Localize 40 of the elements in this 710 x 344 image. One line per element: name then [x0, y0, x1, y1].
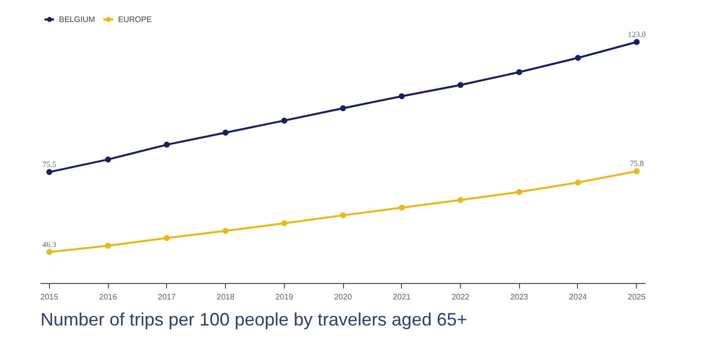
point — [634, 168, 640, 174]
legend-label: EUROPE — [118, 14, 152, 24]
x-tick-label: 2023 — [510, 292, 529, 302]
point — [164, 235, 170, 242]
point — [457, 196, 464, 203]
data-label: 46.3 — [42, 240, 56, 249]
point — [398, 204, 405, 211]
point — [340, 212, 346, 218]
point — [281, 118, 288, 124]
x-tick-label: 2024 — [569, 292, 588, 302]
x-tick-label: 2017 — [158, 292, 176, 302]
data-label: 123.0 — [628, 30, 646, 39]
point — [574, 54, 581, 61]
point — [164, 142, 170, 148]
point — [634, 39, 640, 45]
point — [105, 242, 112, 249]
point — [516, 189, 522, 196]
legend-label: BELGIUM — [59, 14, 96, 24]
x-tick-label: 2015 — [40, 292, 59, 302]
x-tick-label: 2021 — [392, 292, 412, 302]
point — [281, 220, 288, 226]
point — [340, 105, 346, 112]
point — [574, 179, 581, 186]
x-tick-label: 2022 — [452, 292, 470, 302]
point — [398, 93, 405, 100]
data-label: 75.5 — [42, 160, 56, 170]
point — [516, 69, 522, 76]
data-label: 75.8 — [630, 159, 644, 168]
point — [222, 228, 229, 234]
point — [46, 169, 52, 176]
x-tick-label: 2016 — [99, 292, 118, 302]
x-tick-label: 2018 — [216, 292, 235, 302]
text: Number of trips per 100 people by travelers aged 65+ — [40, 310, 468, 330]
x-tick-label: 2019 — [275, 292, 294, 302]
point — [46, 249, 52, 255]
point — [222, 130, 229, 136]
point — [457, 82, 464, 88]
point — [105, 156, 112, 162]
x-tick-label: 2025 — [628, 292, 646, 302]
x-tick-label: 2020 — [334, 292, 352, 302]
